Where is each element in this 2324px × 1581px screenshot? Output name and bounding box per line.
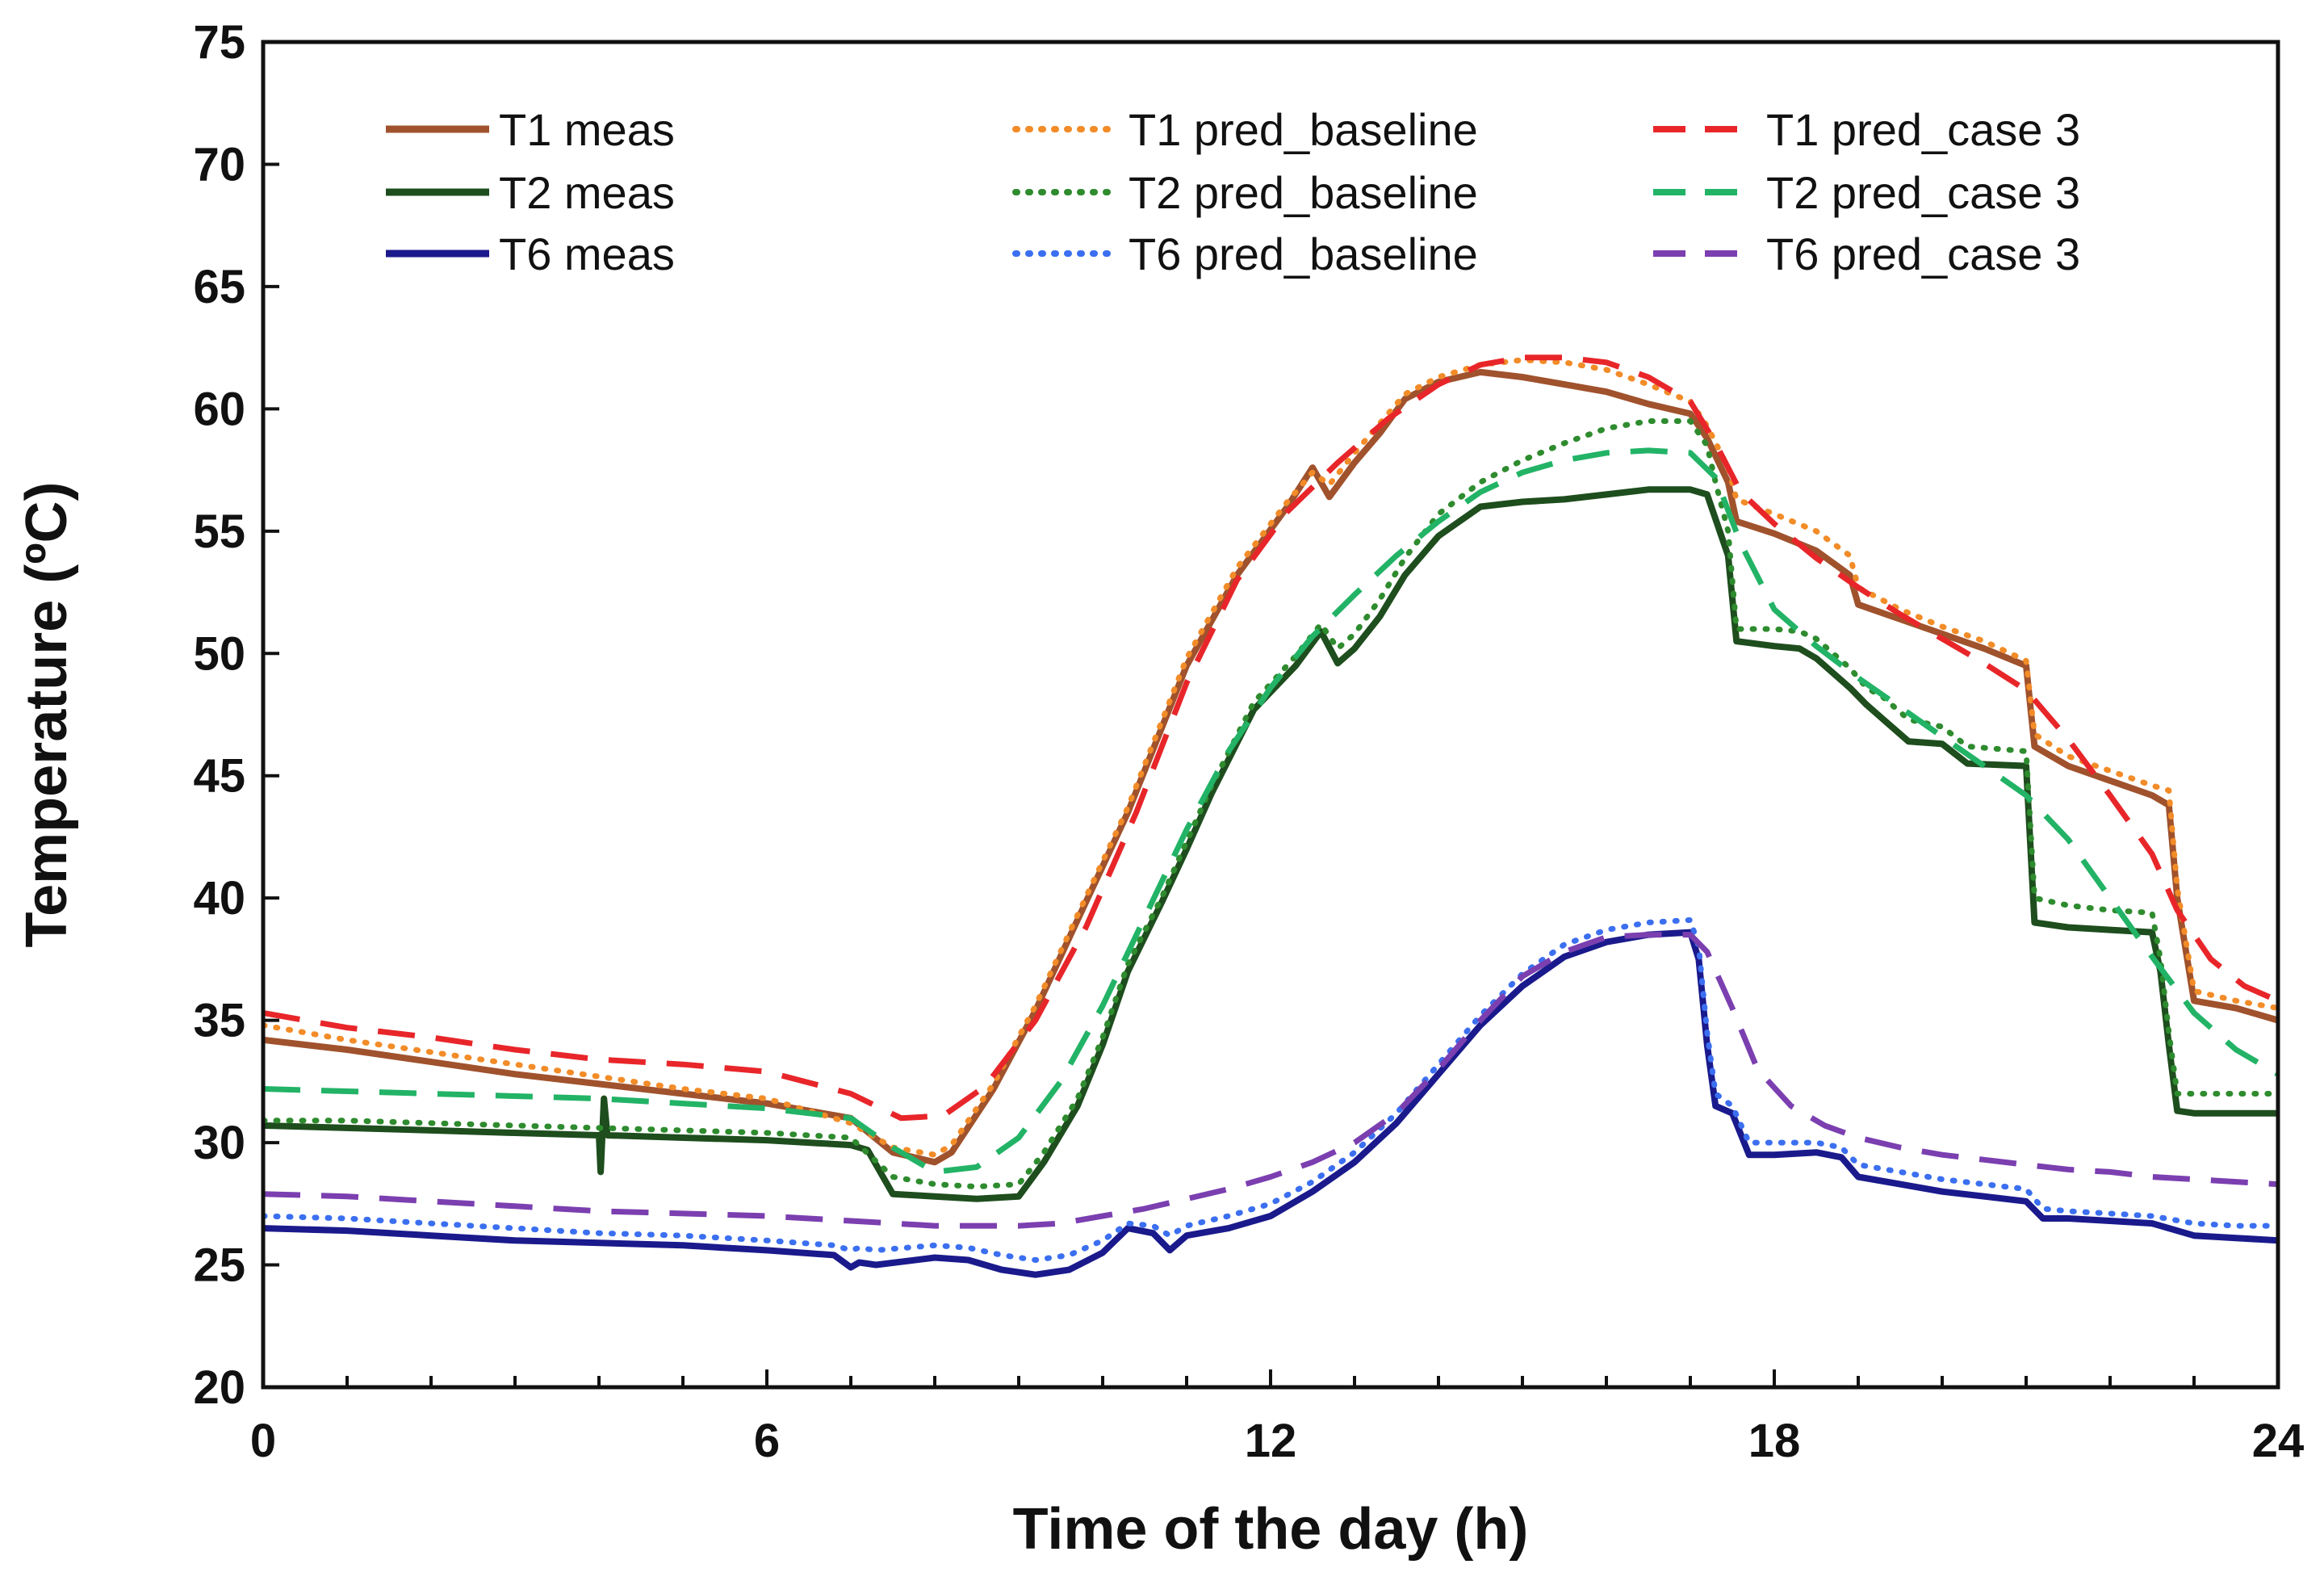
y-tick-label: 40 bbox=[193, 872, 245, 925]
y-tick-label: 75 bbox=[193, 16, 245, 69]
y-tick-label: 70 bbox=[193, 138, 245, 191]
x-tick-label: 18 bbox=[1748, 1415, 1801, 1467]
y-tick-label: 60 bbox=[193, 383, 245, 435]
y-tick-label: 35 bbox=[193, 995, 245, 1047]
legend-label: T6 pred_baseline bbox=[1129, 229, 1478, 279]
y-tick-label: 50 bbox=[193, 627, 245, 680]
x-tick-label: 6 bbox=[754, 1415, 780, 1467]
series-line-t1-pred-case-3 bbox=[263, 354, 2278, 1122]
y-tick-label: 20 bbox=[193, 1361, 245, 1414]
y-tick-label: 65 bbox=[193, 261, 245, 313]
legend-label: T6 pred_case 3 bbox=[1766, 229, 2080, 279]
x-tick-label: 24 bbox=[2252, 1415, 2305, 1467]
y-tick-label: 30 bbox=[193, 1117, 245, 1169]
legend-label: T1 meas bbox=[499, 104, 675, 155]
legend-label: T2 pred_baseline bbox=[1129, 167, 1478, 218]
y-tick-label: 25 bbox=[193, 1239, 245, 1292]
series-line-t6-pred-case-3 bbox=[263, 932, 2278, 1229]
legend-label: T1 pred_baseline bbox=[1129, 104, 1478, 155]
x-axis-title: Time of the day (h) bbox=[1013, 1497, 1529, 1562]
x-tick-label: 12 bbox=[1245, 1415, 1297, 1467]
series-line-t6-pred-baseline bbox=[263, 916, 2278, 1263]
y-tick-label: 55 bbox=[193, 505, 245, 558]
legend-label: T1 pred_case 3 bbox=[1766, 104, 2080, 155]
y-tick-label: 45 bbox=[193, 750, 245, 803]
y-axis-title: Temperature (ºC) bbox=[15, 481, 79, 947]
legend-label: T6 meas bbox=[499, 229, 675, 279]
legend-label: T2 pred_case 3 bbox=[1766, 167, 2080, 218]
legend-label: T2 meas bbox=[499, 167, 675, 218]
x-tick-label: 0 bbox=[250, 1415, 276, 1467]
series-line-t2-pred-baseline bbox=[263, 418, 2278, 1190]
series-line-t6-meas bbox=[263, 929, 2278, 1278]
series-line-t2-pred-case-3 bbox=[263, 447, 2278, 1175]
